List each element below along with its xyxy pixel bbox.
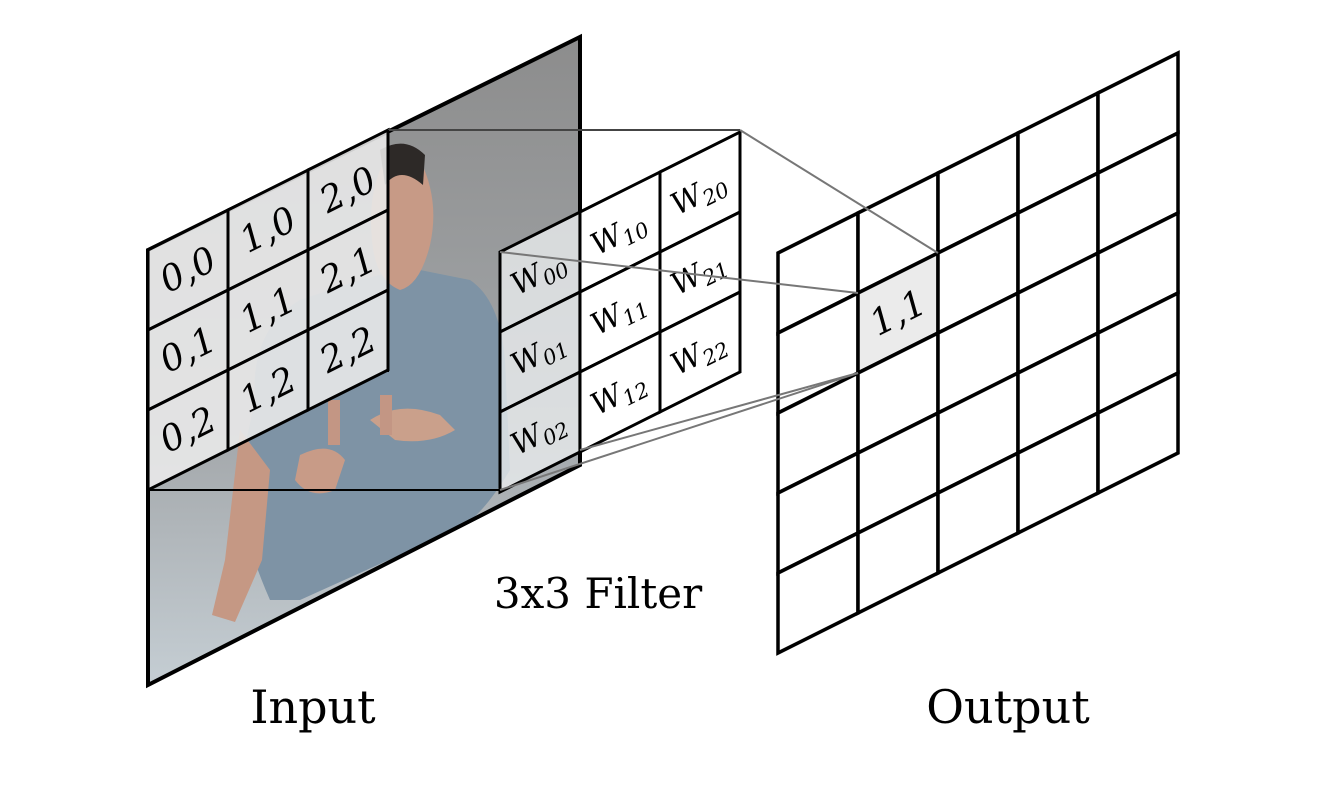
projection-line (499, 372, 859, 491)
filter-label: 3x3 Filter (494, 569, 703, 618)
projection-line (739, 129, 939, 254)
projection-lines (499, 129, 939, 491)
projection-line (579, 372, 859, 451)
filter-cell (658, 289, 742, 415)
projection-line (499, 251, 859, 294)
output-label: Output (926, 680, 1090, 734)
output-panel: 1,1 Output (776, 50, 1180, 734)
output-grid: 1,1 (776, 50, 1180, 656)
input-cell-grid: 0,01,02,00,11,12,10,21,22,2 (146, 127, 390, 493)
output-cell (1096, 370, 1180, 496)
input-frame (146, 33, 582, 689)
input-label: Input (250, 680, 376, 734)
